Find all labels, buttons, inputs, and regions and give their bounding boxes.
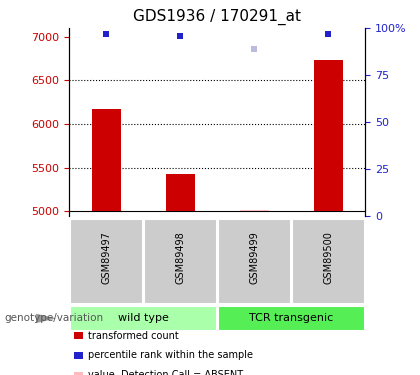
Bar [292, 219, 365, 304]
Text: genotype/variation: genotype/variation [4, 314, 103, 323]
Text: GSM89500: GSM89500 [323, 231, 333, 284]
Bar [70, 219, 143, 304]
Bar [314, 60, 343, 211]
Point [325, 31, 332, 37]
Bar [165, 174, 195, 211]
Text: value, Detection Call = ABSENT: value, Detection Call = ABSENT [88, 370, 243, 375]
Bar [144, 219, 217, 304]
Text: GSM89498: GSM89498 [175, 231, 185, 284]
Bar [218, 219, 291, 304]
Bar [70, 306, 217, 330]
Bar [239, 210, 269, 211]
Point [103, 31, 110, 37]
Point [251, 46, 258, 52]
Text: transformed count: transformed count [88, 331, 179, 340]
Point [177, 33, 184, 39]
Title: GDS1936 / 170291_at: GDS1936 / 170291_at [133, 9, 302, 26]
Text: GSM89497: GSM89497 [101, 231, 111, 284]
Text: GSM89499: GSM89499 [249, 231, 260, 284]
Text: percentile rank within the sample: percentile rank within the sample [88, 351, 253, 360]
Text: wild type: wild type [118, 314, 169, 323]
Polygon shape [36, 314, 56, 323]
Bar [92, 109, 121, 211]
Text: TCR transgenic: TCR transgenic [249, 314, 333, 323]
Bar [218, 306, 365, 330]
